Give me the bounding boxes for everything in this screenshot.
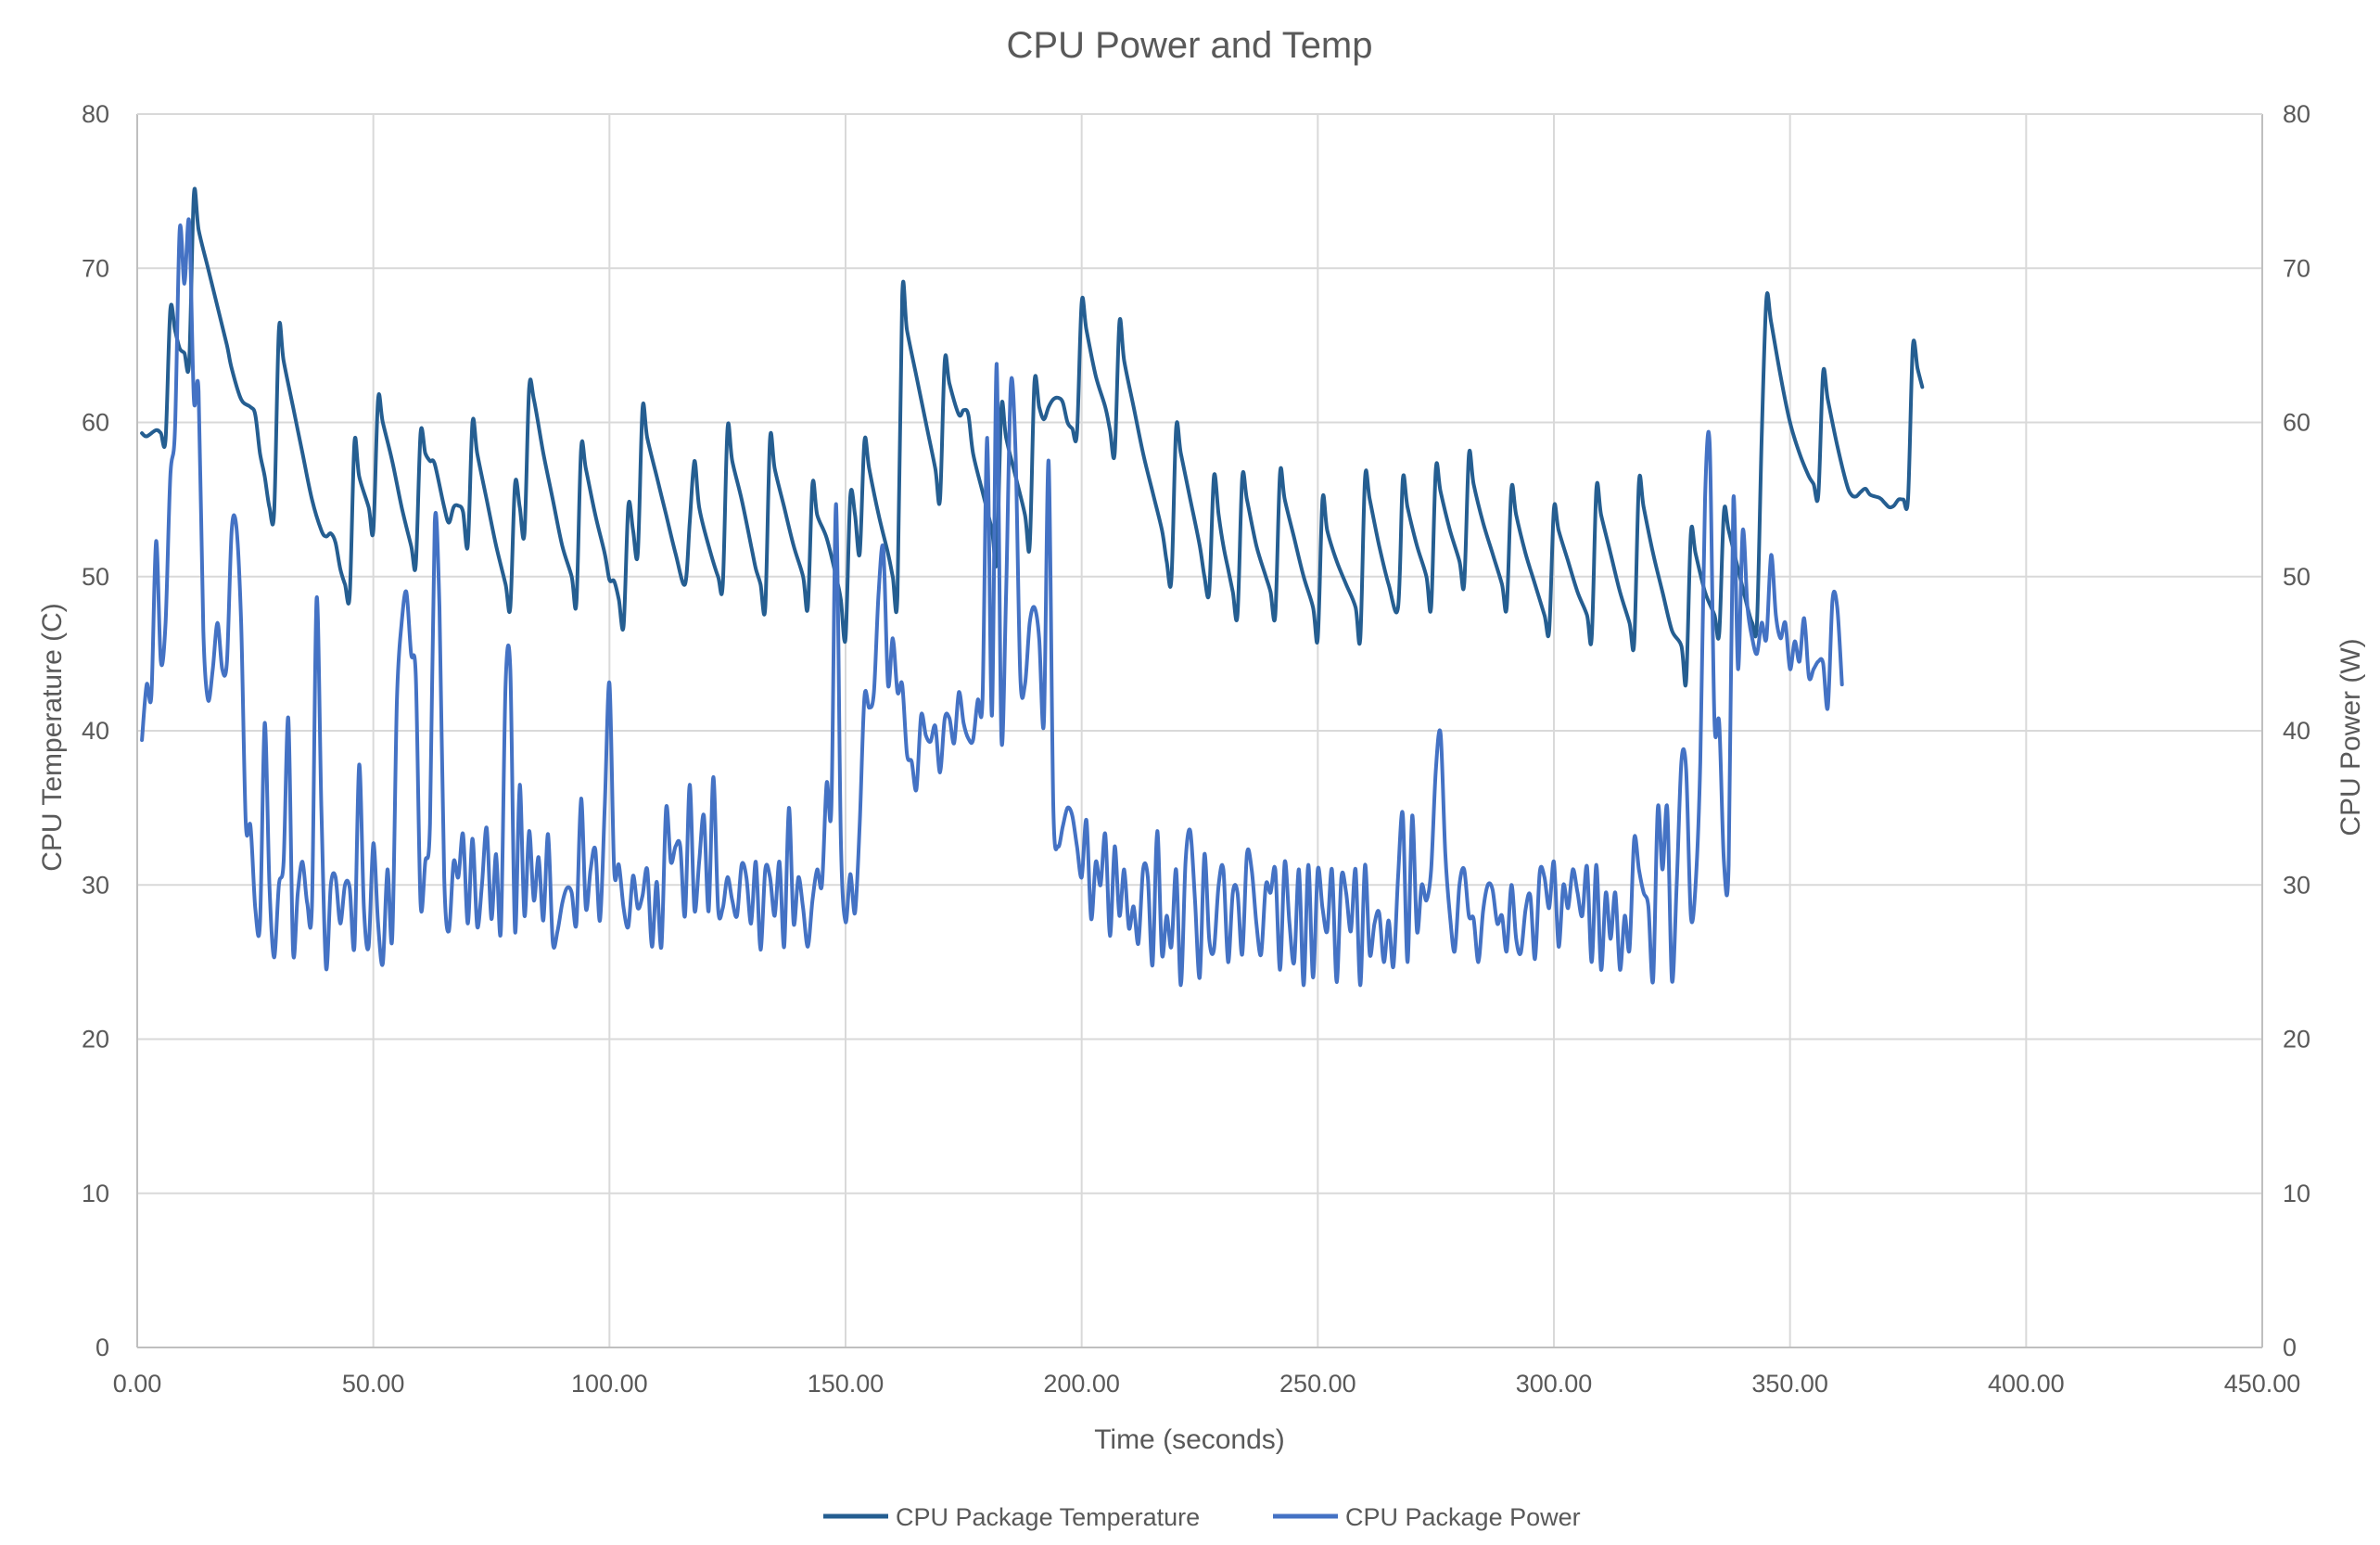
y-tick-label: 80	[82, 100, 109, 128]
y2-axis-title: CPU Power (W)	[2335, 638, 2366, 836]
y2-tick-label: 60	[2283, 409, 2310, 437]
x-tick-label: 50.00	[342, 1370, 405, 1398]
y-tick-label: 70	[82, 254, 109, 282]
axes	[136, 113, 2263, 1348]
y2-tick-label: 70	[2283, 254, 2310, 282]
y2-axis-ticks: 0 10 20 30 40 50 60 70 80	[2283, 100, 2310, 1361]
y2-tick-label: 0	[2283, 1334, 2297, 1361]
series-line-temperature	[140, 186, 1925, 687]
y-tick-label: 40	[82, 717, 109, 745]
y2-tick-label: 50	[2283, 563, 2310, 591]
x-tick-label: 400.00	[1988, 1370, 2065, 1398]
chart-title: CPU Power and Temp	[1007, 25, 1373, 66]
x-tick-label: 150.00	[808, 1370, 885, 1398]
x-tick-label: 0.00	[113, 1370, 162, 1398]
legend: CPU Package Temperature CPU Package Power	[823, 1503, 1581, 1531]
y-tick-label: 0	[95, 1334, 109, 1361]
x-tick-label: 450.00	[2224, 1370, 2301, 1398]
x-tick-label: 250.00	[1279, 1370, 1356, 1398]
series-line-power	[140, 217, 1844, 988]
y2-tick-label: 80	[2283, 100, 2310, 128]
y-tick-label: 20	[82, 1026, 109, 1053]
x-axis-ticks: 0.00 50.00 100.00 150.00 200.00 250.00 300.00 3…	[113, 1370, 2301, 1398]
x-tick-label: 350.00	[1751, 1370, 1828, 1398]
x-axis-title: Time (seconds)	[1094, 1424, 1285, 1455]
y-tick-label: 30	[82, 871, 109, 899]
x-tick-label: 300.00	[1516, 1370, 1593, 1398]
y-tick-label: 10	[82, 1180, 109, 1207]
legend-label: CPU Package Temperature	[896, 1503, 1200, 1531]
y2-tick-label: 10	[2283, 1180, 2310, 1207]
y2-tick-label: 40	[2283, 717, 2310, 745]
series-lines	[140, 186, 1925, 988]
y-axis-title: CPU Temperature (C)	[37, 603, 68, 872]
y-tick-label: 60	[82, 409, 109, 437]
y2-tick-label: 30	[2283, 871, 2310, 899]
y2-tick-label: 20	[2283, 1026, 2310, 1053]
legend-label: CPU Package Power	[1345, 1503, 1581, 1531]
x-tick-label: 100.00	[571, 1370, 648, 1398]
x-tick-label: 200.00	[1043, 1370, 1120, 1398]
y-tick-label: 50	[82, 563, 109, 591]
y-axis-ticks: 0 10 20 30 40 50 60 70 80	[82, 100, 109, 1361]
